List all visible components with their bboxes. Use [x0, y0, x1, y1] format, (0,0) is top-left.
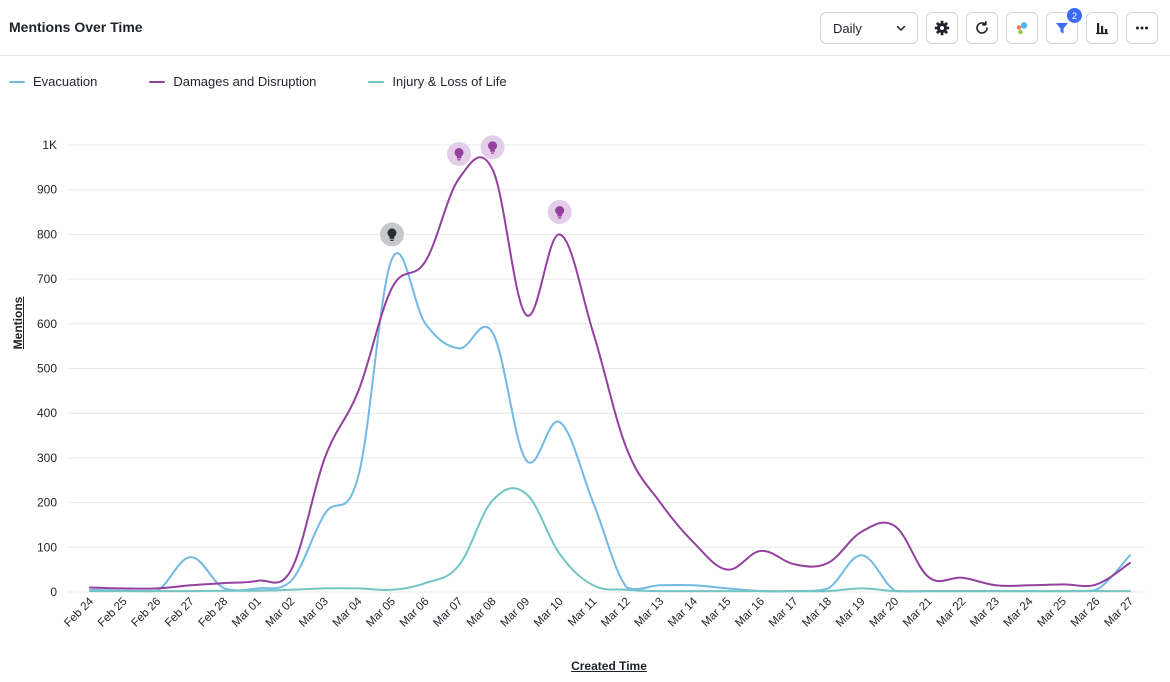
bulb-tip [390, 239, 394, 241]
refresh-icon [976, 21, 988, 34]
toolbar: Daily [820, 8, 1158, 44]
x-tick-label: Mar 16 [733, 596, 767, 630]
filter-icon [1056, 23, 1068, 34]
y-tick-label: 400 [37, 406, 57, 420]
x-tick-label: Mar 08 [465, 596, 499, 630]
filter-button[interactable]: 2 [1046, 8, 1082, 44]
series-line-2 [89, 156, 1131, 590]
x-tick-label: Mar 25 [1035, 596, 1069, 630]
legend-label: Injury & Loss of Life [392, 74, 507, 89]
color-palette-button[interactable] [1006, 12, 1038, 44]
legend-label: Evacuation [33, 74, 98, 89]
bulb-glass [488, 141, 498, 151]
filter-count-badge: 2 [1067, 8, 1082, 23]
legend-item-evacuation[interactable]: Evacuation [9, 74, 97, 89]
y-tick-label: 0 [50, 585, 57, 599]
widget-header: Mentions Over Time Daily [0, 0, 1170, 56]
x-tick-label: Mar 27 [1102, 596, 1136, 630]
chevron-down-icon [896, 25, 906, 31]
insight-marker [447, 141, 472, 166]
x-tick-label: Mar 20 [867, 596, 901, 630]
legend-label: Damages and Disruption [173, 74, 317, 89]
x-tick-label: Mar 12 [599, 596, 633, 630]
bulb-glass [387, 228, 397, 238]
refresh-button[interactable] [966, 12, 998, 44]
x-axis-title: Created Time [571, 659, 647, 673]
lightbulb-icon [387, 228, 397, 241]
y-tick-label: 200 [37, 496, 57, 510]
x-tick-label: Mar 24 [1002, 595, 1036, 629]
x-tick-label: Mar 05 [364, 596, 398, 630]
legend-swatch [9, 80, 25, 83]
x-tick-label: Mar 26 [1069, 596, 1103, 630]
y-tick-label: 700 [37, 272, 57, 286]
series-line-1 [89, 252, 1131, 593]
y-axis-title: Mentions [11, 296, 25, 350]
insight-marker [547, 200, 572, 225]
lightbulb-icon [454, 147, 464, 161]
y-tick-label: 800 [37, 227, 57, 241]
legend-swatch [149, 80, 166, 83]
x-tick-label: Mar 02 [264, 596, 298, 630]
x-tick-label: Mar 11 [566, 596, 599, 629]
y-tick-label: 500 [37, 362, 57, 376]
bulb-tip [457, 159, 461, 161]
x-tick-label: Mar 04 [331, 595, 365, 629]
chart-type-button[interactable] [1086, 12, 1118, 44]
y-tick-label: 300 [37, 451, 57, 465]
legend-item-injury[interactable]: Injury & Loss of Life [368, 74, 507, 89]
bulb-base [389, 236, 395, 239]
x-tick-label: Mar 23 [968, 596, 1002, 630]
lightbulb-icon [488, 141, 498, 154]
x-tick-label: Mar 09 [498, 596, 532, 630]
x-tick-label: Mar 07 [431, 596, 465, 630]
x-tick-label: Mar 10 [532, 596, 566, 630]
x-tick-label: Mar 13 [633, 596, 667, 630]
x-tick-label: Feb 24 [62, 595, 96, 629]
bar-chart-icon [1096, 23, 1108, 35]
more-icon [1136, 26, 1148, 30]
x-tick-label: Mar 06 [398, 596, 432, 630]
more-options-button[interactable] [1126, 12, 1158, 44]
x-tick-label: Feb 26 [129, 596, 163, 630]
x-tick-label: Mar 01 [230, 596, 264, 630]
settings-button[interactable] [926, 12, 958, 44]
x-tick-label: Mar 03 [297, 596, 331, 630]
series-line-3 [89, 487, 1131, 593]
y-tick-label: 600 [37, 317, 57, 331]
x-tick-label: Feb 28 [197, 596, 231, 630]
chart-legend: Evacuation Damages and Disruption Injury… [9, 74, 559, 89]
y-tick-label: 900 [37, 183, 57, 197]
x-tick-label: Feb 27 [163, 596, 197, 630]
interval-dropdown[interactable]: Daily [820, 12, 918, 44]
bulb-tip [558, 217, 562, 219]
x-tick-label: Mar 19 [834, 596, 868, 630]
y-tick-label: 1K [42, 138, 57, 152]
bulb-base [557, 214, 562, 217]
insight-marker [379, 222, 404, 247]
x-tick-label: Mar 22 [935, 596, 969, 630]
bulb-tip [490, 152, 495, 154]
bulb-glass [555, 206, 565, 216]
x-tick-label: Mar 14 [666, 595, 700, 629]
y-tick-label: 100 [37, 540, 57, 554]
legend-swatch [368, 80, 385, 83]
interval-dropdown-value: Daily [833, 20, 862, 36]
bulb-base [490, 149, 495, 152]
bulb-base [456, 156, 462, 159]
x-tick-label: Mar 17 [767, 596, 801, 630]
widget-title: Mentions Over Time [9, 19, 143, 35]
x-tick-label: Mar 15 [700, 596, 734, 630]
legend-item-damages[interactable]: Damages and Disruption [149, 74, 316, 89]
x-tick-label: Feb 25 [96, 596, 130, 630]
x-tick-label: Mar 21 [901, 596, 935, 630]
insight-marker [480, 135, 505, 160]
bulb-glass [454, 147, 464, 157]
gear-icon [934, 20, 950, 36]
color-dots-icon [1016, 22, 1028, 35]
lightbulb-icon [555, 206, 565, 219]
x-tick-label: Mar 18 [800, 596, 834, 630]
